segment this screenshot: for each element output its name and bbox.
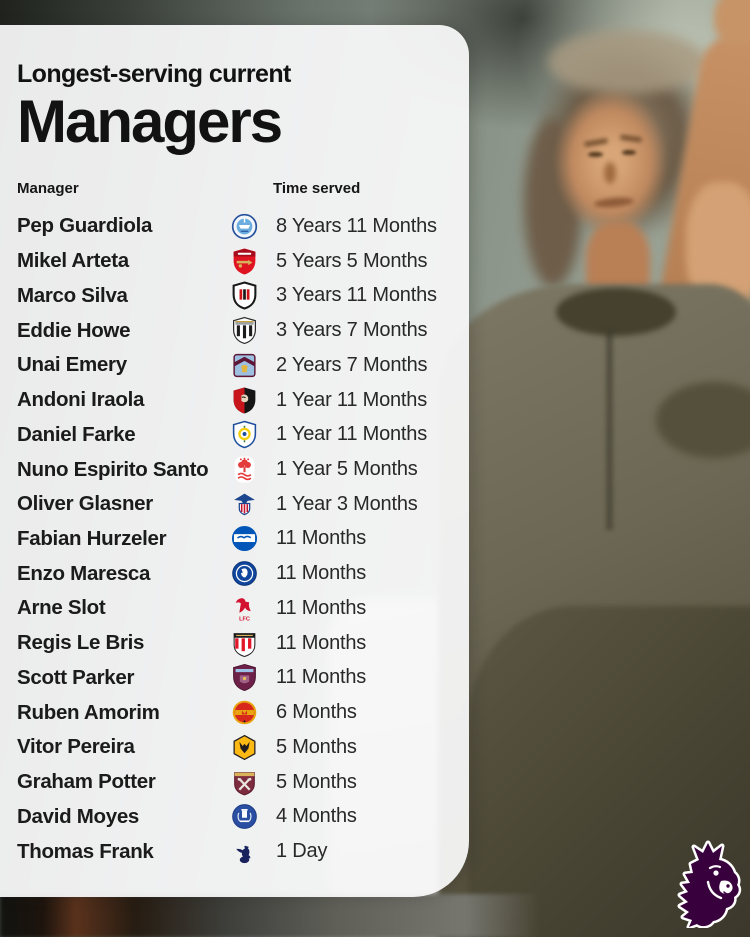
table-row: Ruben Amorim 6 Months [0,695,469,730]
time-served-value: 11 Months [276,562,367,585]
manager-name: Oliver Glasner [17,492,153,516]
table-row: Enzo Maresca 11 Months [0,556,469,591]
table-row: Graham Potter 5 Months [0,765,469,800]
table-row: Oliver Glasner 1 Year 3 Months [0,487,469,522]
time-served-value: 11 Months [276,666,367,689]
manager-name: Enzo Maresca [17,561,151,585]
manager-name: Arne Slot [17,596,106,620]
bournemouth-badge-icon [228,385,260,415]
face-nose-shadow [604,162,616,184]
table-row: David Moyes 4 Months [0,799,469,834]
time-served-value: 1 Year 5 Months [276,458,418,480]
premier-league-lion-icon [666,840,746,930]
manager-name: Scott Parker [17,665,135,689]
time-served-value: 1 Year 3 Months [276,492,418,515]
column-header-time-served: Time served [273,180,361,197]
table-row: Pep Guardiola 8 Years 11 Months [0,209,469,244]
time-served-value: 5 Months [276,735,357,758]
wolves-badge-icon [228,732,260,762]
manager-name: Graham Potter [17,770,156,794]
tottenham-badge-icon [228,837,260,867]
manager-name: Regis Le Bris [17,631,145,655]
title-line1: Longest-serving current [17,60,291,88]
time-served-value: 11 Months [276,631,367,654]
manager-name: Eddie Howe [17,318,131,342]
table-row: Regis Le Bris 11 Months [0,626,469,661]
table-row: Mikel Arteta 5 Years 5 Months [0,244,469,279]
time-served-value: 1 Year 11 Months [276,388,427,411]
raised-hand [714,0,750,46]
photo-bottom-strip [0,894,540,937]
time-served-value: 3 Years 11 Months [276,284,437,307]
manager-name: Vitor Pereira [17,735,135,759]
table-row: Daniel Farke 1 Year 11 Months [0,417,469,452]
table-row: Arne Slot LFC 11 Months [0,591,469,626]
aston-villa-badge-icon [228,350,260,380]
time-served-value: 1 Year 11 Months [276,423,427,446]
table-row: Unai Emery 2 Years 7 Months [0,348,469,383]
liverpool-badge-icon: LFC [228,593,260,623]
man-united-badge-icon [228,698,260,728]
svg-text:LFC: LFC [239,616,250,622]
column-headers: Manager Time served [17,180,447,197]
face-eye [622,150,636,155]
manager-name: Pep Guardiola [17,214,153,238]
manager-name: Marco Silva [17,283,128,307]
title-block: Longest-serving current Managers [17,60,291,155]
everton-badge-icon [228,802,260,832]
arsenal-badge-icon [228,246,260,276]
manager-name: Thomas Frank [17,839,154,863]
column-header-manager: Manager [17,180,79,197]
face-eye [588,152,603,157]
time-served-value: 6 Months [276,701,357,724]
brighton-badge-icon [228,524,260,554]
table-row: Nuno Espirito Santo 1 Year 5 Months [0,452,469,487]
table-row: Vitor Pereira 5 Months [0,730,469,765]
time-served-value: 2 Years 7 Months [276,353,428,376]
time-served-value: 11 Months [276,527,367,550]
manager-name: Unai Emery [17,353,127,377]
time-served-value: 4 Months [276,805,357,828]
manager-name: David Moyes [17,804,140,828]
manager-name: Mikel Arteta [17,249,129,273]
manager-name: Fabian Hurzeler [17,526,167,550]
chelsea-badge-icon [228,559,260,589]
time-served-value: 1 Day [276,840,328,863]
manager-name: Daniel Farke [17,422,136,446]
shirt-placket [606,330,613,530]
burnley-badge-icon [228,663,260,693]
managers-card: Longest-serving current Managers Manager… [0,25,469,897]
crystal-palace-badge-icon [228,489,260,519]
table-row: Andoni Iraola 1 Year 11 Months [0,383,469,418]
managers-table: Pep Guardiola 8 Years 11 Months Mikel Arte… [0,209,469,869]
time-served-value: 5 Months [276,770,357,793]
time-served-value: 8 Years 11 Months [276,214,437,237]
manager-name: Ruben Amorim [17,700,160,724]
fulham-badge-icon [228,281,260,311]
manager-hair-highlight [548,30,706,94]
table-row: Thomas Frank 1 Day [0,834,469,869]
sunderland-badge-icon [228,628,260,658]
west-ham-badge-icon [228,767,260,797]
shirt-cuff [656,382,750,458]
man-city-badge-icon [228,211,260,241]
table-row: Fabian Hurzeler 11 Months [0,522,469,557]
time-served-value: 11 Months [276,596,367,619]
manager-name: Nuno Espirito Santo [17,457,209,481]
table-row: Marco Silva 3 Years 11 Months [0,278,469,313]
time-served-value: 5 Years 5 Months [276,249,428,272]
table-row: Scott Parker 11 Months [0,661,469,696]
newcastle-badge-icon [228,316,260,346]
manager-name: Andoni Iraola [17,388,145,412]
table-row: Eddie Howe 3 Years 7 Months [0,313,469,348]
time-served-value: 3 Years 7 Months [276,319,428,342]
shirt-collar [556,288,676,336]
nottingham-forest-badge-icon [228,455,260,485]
page-title: Managers [17,87,283,155]
leeds-badge-icon [228,420,260,450]
